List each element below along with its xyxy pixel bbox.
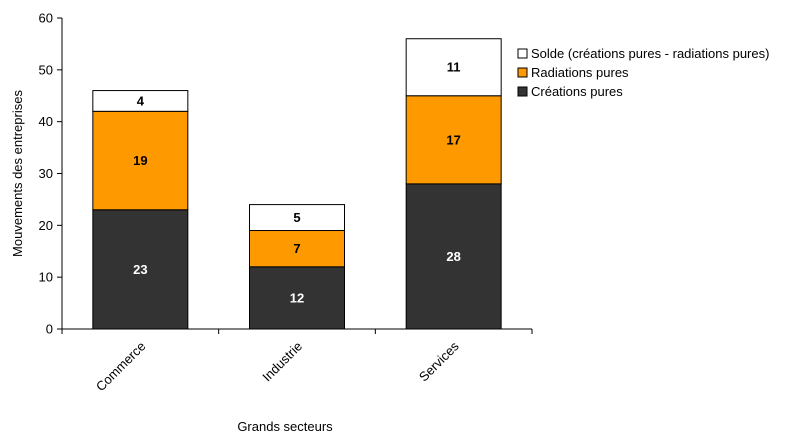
data-label: 28 xyxy=(446,249,460,264)
y-tick-label: 0 xyxy=(46,322,53,337)
x-tick-label: Commerce xyxy=(93,339,149,395)
y-tick-label: 60 xyxy=(39,11,53,26)
y-tick-label: 30 xyxy=(39,166,53,181)
x-axis-title: Grands secteurs xyxy=(237,419,333,434)
legend-swatch xyxy=(517,48,528,59)
y-axis-ticks: 0 10 20 30 40 50 60 xyxy=(39,11,62,337)
bar-segment xyxy=(92,110,189,211)
x-tick-label: Services xyxy=(416,338,462,384)
bars: 23 19 4 12 7 5 28 17 11 xyxy=(92,38,502,330)
bar-segment xyxy=(249,204,345,232)
y-axis-title: Mouvements des entreprises xyxy=(10,90,25,257)
data-label: 19 xyxy=(133,153,147,168)
legend-label: Solde (créations pures - radiations pure… xyxy=(531,46,769,61)
y-tick-label: 10 xyxy=(39,270,53,285)
y-tick-label: 50 xyxy=(39,62,53,77)
bar-segment xyxy=(405,183,502,330)
bar-segment xyxy=(249,230,345,268)
bar-segment xyxy=(405,38,502,97)
data-label: 23 xyxy=(133,262,147,277)
x-axis-ticks: Commerce Industrie Services xyxy=(61,329,533,395)
bar-segment xyxy=(405,95,502,185)
x-tick-label: Industrie xyxy=(259,339,305,385)
y-tick-label: 40 xyxy=(39,114,53,129)
legend-swatch xyxy=(517,67,528,78)
bar-segment xyxy=(92,90,189,112)
data-label: 7 xyxy=(293,241,300,256)
data-label: 5 xyxy=(293,210,300,225)
legend-swatch xyxy=(517,86,528,97)
data-label: 11 xyxy=(447,60,461,75)
y-tick-label: 20 xyxy=(39,218,53,233)
data-label: 17 xyxy=(446,132,460,147)
data-label: 4 xyxy=(137,93,145,108)
legend-label: Créations pures xyxy=(531,84,623,99)
legend: Solde (créations pures - radiations pure… xyxy=(517,46,769,99)
legend-label: Radiations pures xyxy=(531,65,629,80)
data-label: 12 xyxy=(290,290,304,305)
